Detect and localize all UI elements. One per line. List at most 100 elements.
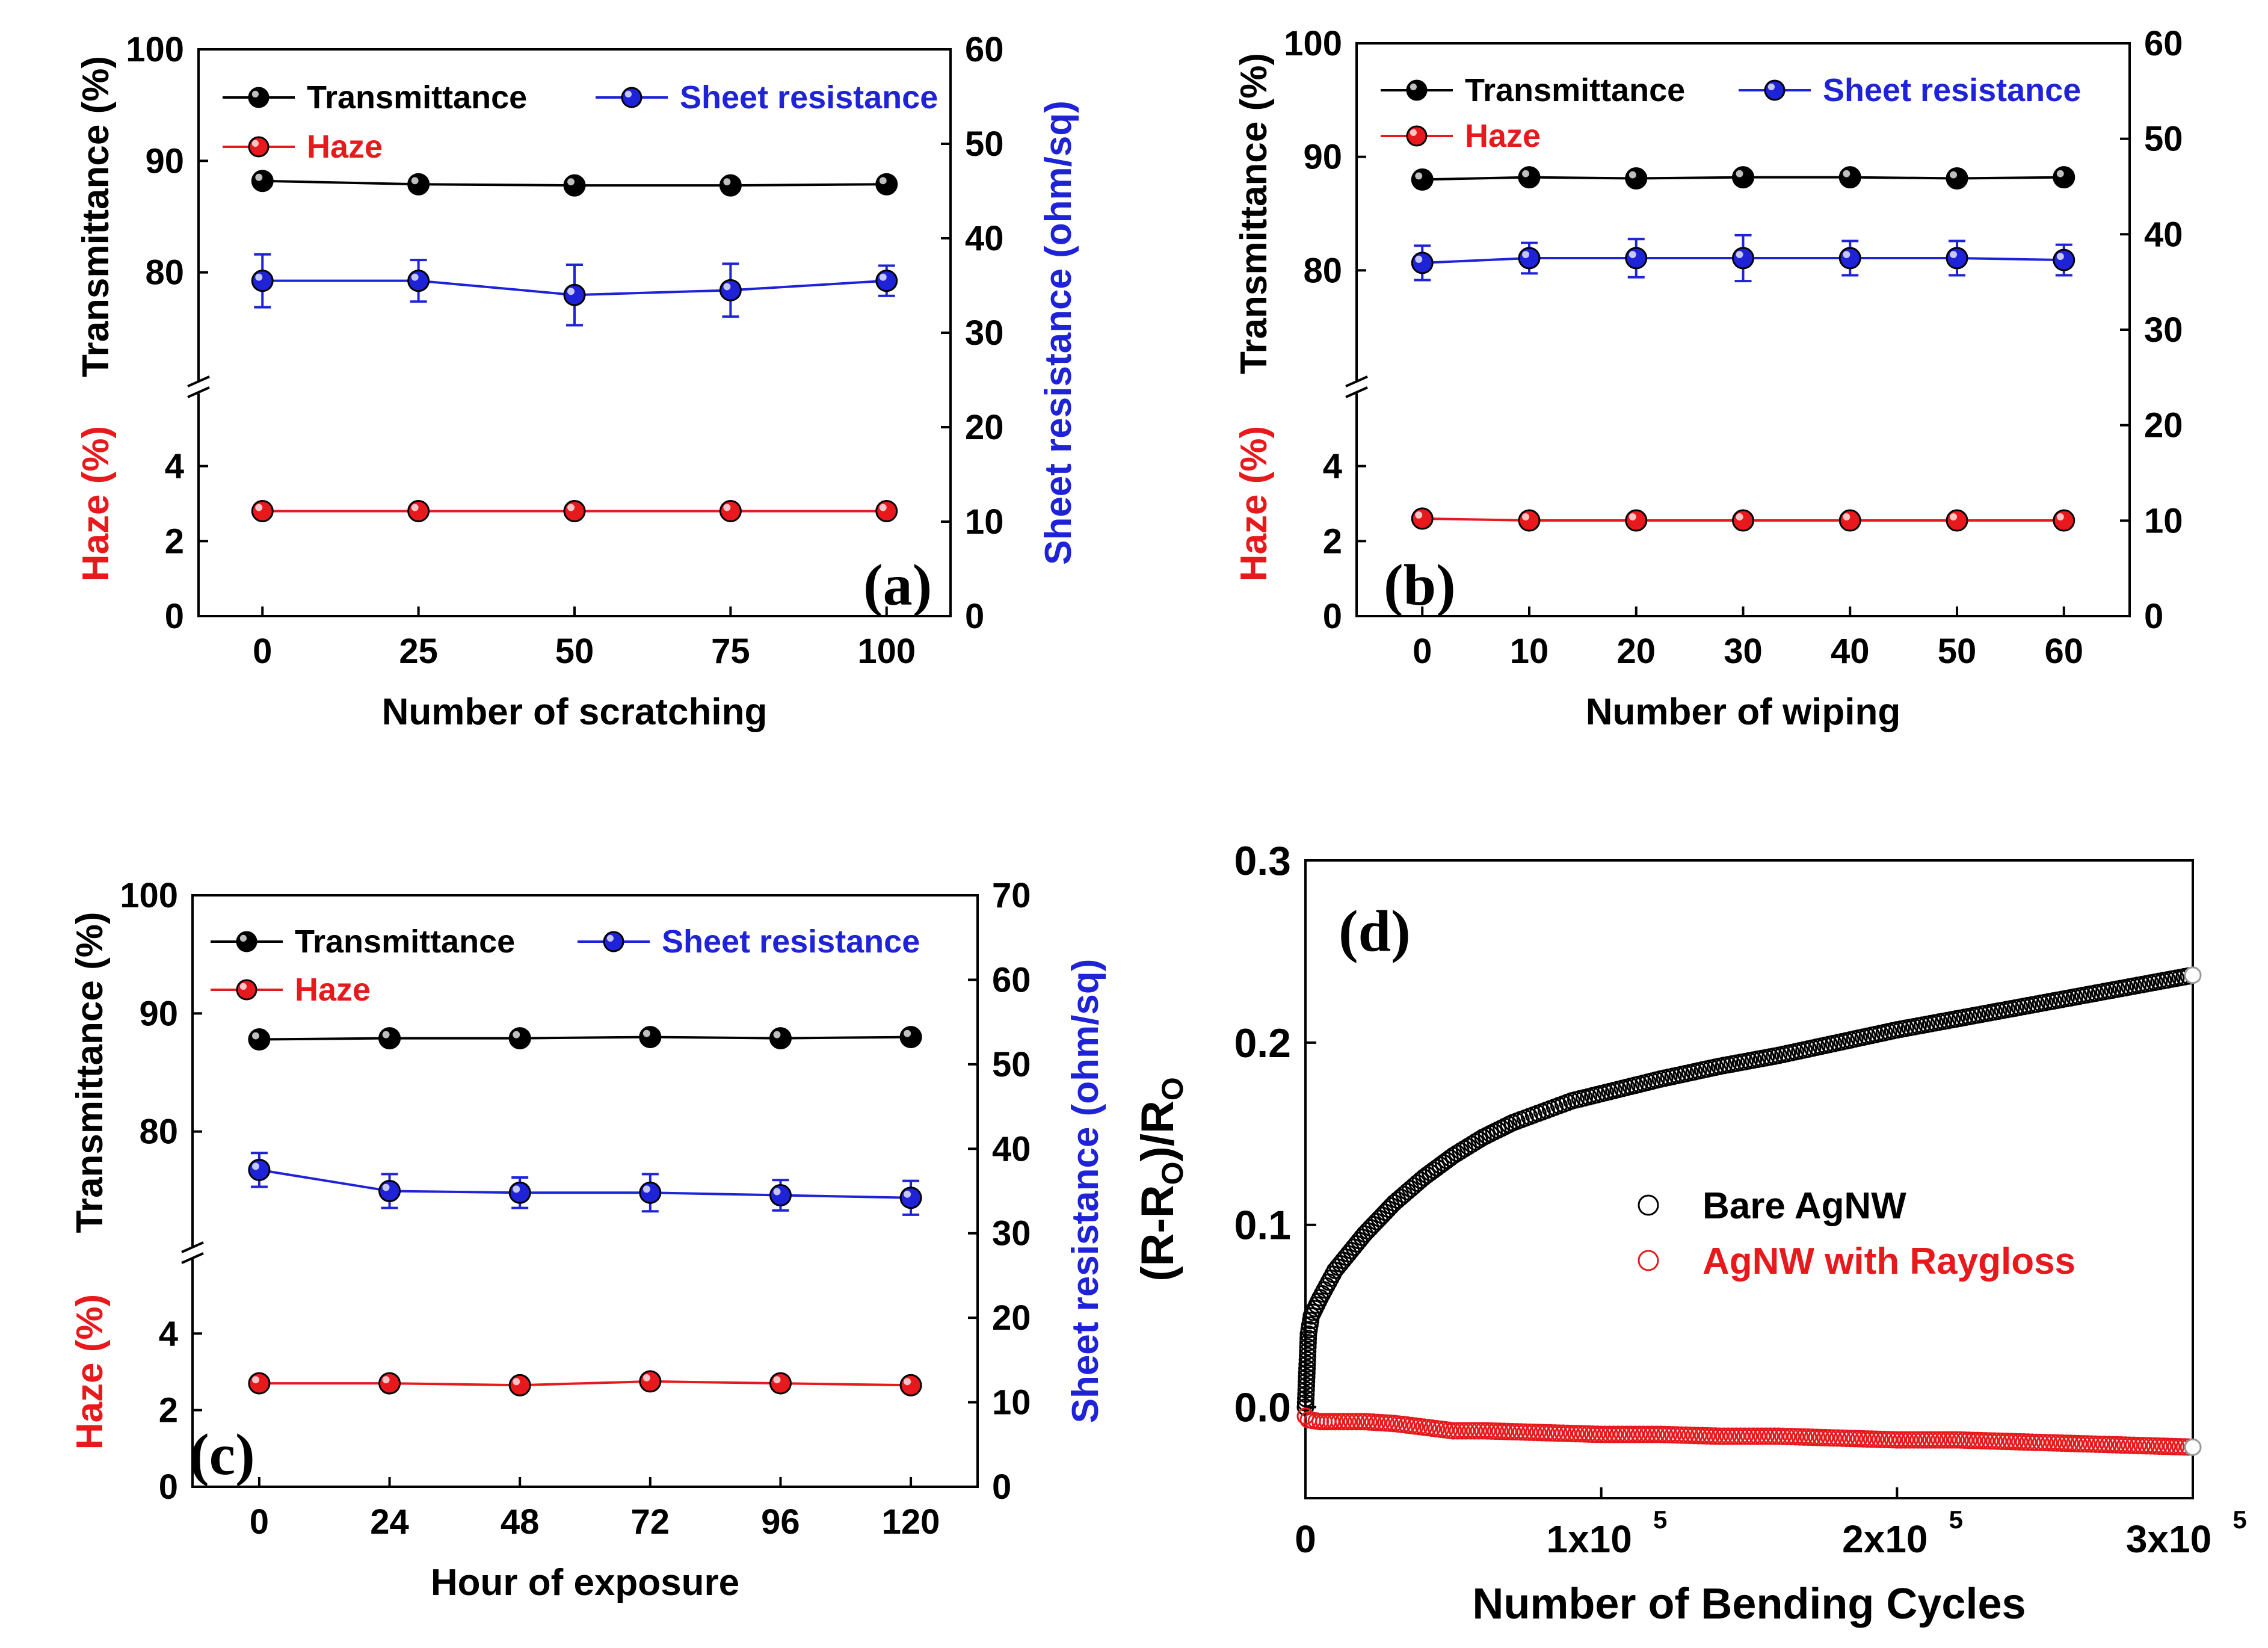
data-point: [1731, 1427, 1749, 1445]
data-point: [251, 499, 274, 522]
data-point: [1411, 507, 1434, 530]
y-tick-label-right: 0: [965, 597, 984, 636]
data-point-shine: [1415, 172, 1423, 180]
data-point: [1524, 1424, 1542, 1442]
data-point: [1541, 1424, 1559, 1442]
data-point: [1297, 1381, 1315, 1399]
data-point: [1783, 1428, 1801, 1446]
data-point: [1609, 1425, 1627, 1443]
legend-marker-haze-shine: [239, 983, 247, 990]
data-point: [1879, 1431, 1897, 1449]
x-tick-label: 50: [555, 632, 594, 671]
data-point: [1518, 509, 1541, 532]
panel-label: (b): [1384, 553, 1456, 618]
data-point: [1297, 1377, 1315, 1395]
y-tick-label-right: 20: [2144, 406, 2183, 445]
data-point: [1355, 1225, 1373, 1243]
legend-marker-agnw-with-raygloss: [1638, 1250, 1659, 1271]
data-point: [2150, 1437, 2168, 1455]
y-tick-label-right: 60: [2144, 24, 2183, 63]
x-tick-label: 24: [370, 1502, 409, 1542]
data-point-shine: [1950, 251, 1958, 258]
data-point-shine: [1843, 170, 1850, 177]
data-point: [2057, 1434, 2075, 1452]
chart-panel-c: 0 24 48 72 96 1208090100024010203040506070Hou…: [69, 876, 1106, 1603]
x-tick-label: 20: [1616, 632, 1656, 671]
data-point: [1787, 1428, 1805, 1446]
data-point-shine: [382, 1184, 390, 1191]
data-point: [563, 499, 586, 522]
x-tick-label-text: 0: [1295, 1517, 1316, 1561]
y-tick-label-right: 40: [965, 219, 1004, 258]
data-point: [2015, 1433, 2033, 1451]
data-point: [1736, 1427, 1754, 1445]
data-point-shine: [642, 1374, 650, 1381]
legend-label-haze: Haze: [1465, 118, 1541, 154]
data-point: [2082, 1435, 2100, 1453]
x-tick-label-base: 3x10: [2126, 1517, 2211, 1561]
series-agnw-with-raygloss: [1296, 1407, 2202, 1456]
x-axis-title: Number of wiping: [1586, 691, 1901, 733]
x-tick-label: 0: [1413, 632, 1432, 671]
data-point: [1672, 1426, 1690, 1444]
y-tick-label-right: 40: [2144, 215, 2183, 254]
data-point: [1364, 1215, 1382, 1233]
legend-label-transmittance: Transmittance: [1465, 72, 1685, 108]
y-axis-title: (R-RO)/RO: [1132, 1077, 1189, 1282]
data-point: [2044, 1434, 2062, 1452]
data-point: [1766, 1427, 1784, 1445]
data-point: [1613, 1425, 1632, 1443]
data-point: [2011, 1433, 2029, 1451]
data-point: [1770, 1427, 1788, 1445]
data-point: [2053, 509, 2075, 532]
y-tick-label-right: 30: [992, 1214, 1031, 1253]
data-point: [1816, 1428, 1834, 1446]
data-point: [2053, 1434, 2071, 1452]
x-tick-label: 75: [711, 632, 750, 671]
data-point-shine: [255, 173, 263, 181]
data-point: [2036, 1434, 2054, 1452]
data-point: [1518, 247, 1541, 270]
data-point-shine: [1415, 256, 1423, 263]
x-tick-label: 2x10 5: [1842, 1505, 1963, 1561]
data-point: [1402, 1180, 1420, 1198]
legend-marker-sheet-resistance-shine: [606, 934, 614, 942]
y-tick-label-upper: 80: [145, 253, 184, 292]
data-point: [248, 1372, 271, 1395]
data-point: [1470, 1422, 1488, 1440]
data-point: [1465, 1422, 1484, 1440]
y-axis-title-sub: O: [1156, 1077, 1189, 1100]
data-point: [1749, 1427, 1767, 1445]
data-point: [2078, 1435, 2096, 1453]
data-point: [719, 279, 742, 301]
data-point: [1597, 1425, 1615, 1443]
series-haze: [251, 499, 898, 522]
legend-label-haze: Haze: [307, 129, 383, 165]
x-tick-label: 3x10 5: [2126, 1505, 2247, 1561]
data-point: [2006, 1433, 2024, 1451]
y-tick-label-right: 30: [2144, 310, 2183, 350]
legend-marker-sheet-resistance-shine: [624, 90, 632, 97]
panel-label: (a): [863, 553, 932, 618]
axis-break-mark-c: [181, 1241, 204, 1253]
data-point: [1339, 1413, 1357, 1431]
data-point: [1946, 509, 1968, 532]
data-point: [2129, 1436, 2147, 1454]
data-point: [1858, 1430, 1876, 1448]
data-point: [1385, 1194, 1403, 1212]
data-point: [2027, 1433, 2045, 1451]
data-point: [1922, 1431, 1940, 1449]
data-point: [1512, 1423, 1530, 1441]
data-point: [1871, 1430, 1889, 1448]
data-point: [1946, 167, 1968, 190]
data-point: [1482, 1422, 1500, 1440]
data-point: [2065, 1434, 2083, 1452]
data-point: [378, 1372, 401, 1395]
data-point: [2184, 1438, 2202, 1456]
x-tick-label-exponent: 5: [2233, 1505, 2246, 1534]
data-point-shine: [1950, 171, 1958, 179]
data-point: [1334, 1413, 1352, 1431]
axis-break-mark-c: [181, 1252, 204, 1264]
data-point: [1580, 1425, 1598, 1443]
